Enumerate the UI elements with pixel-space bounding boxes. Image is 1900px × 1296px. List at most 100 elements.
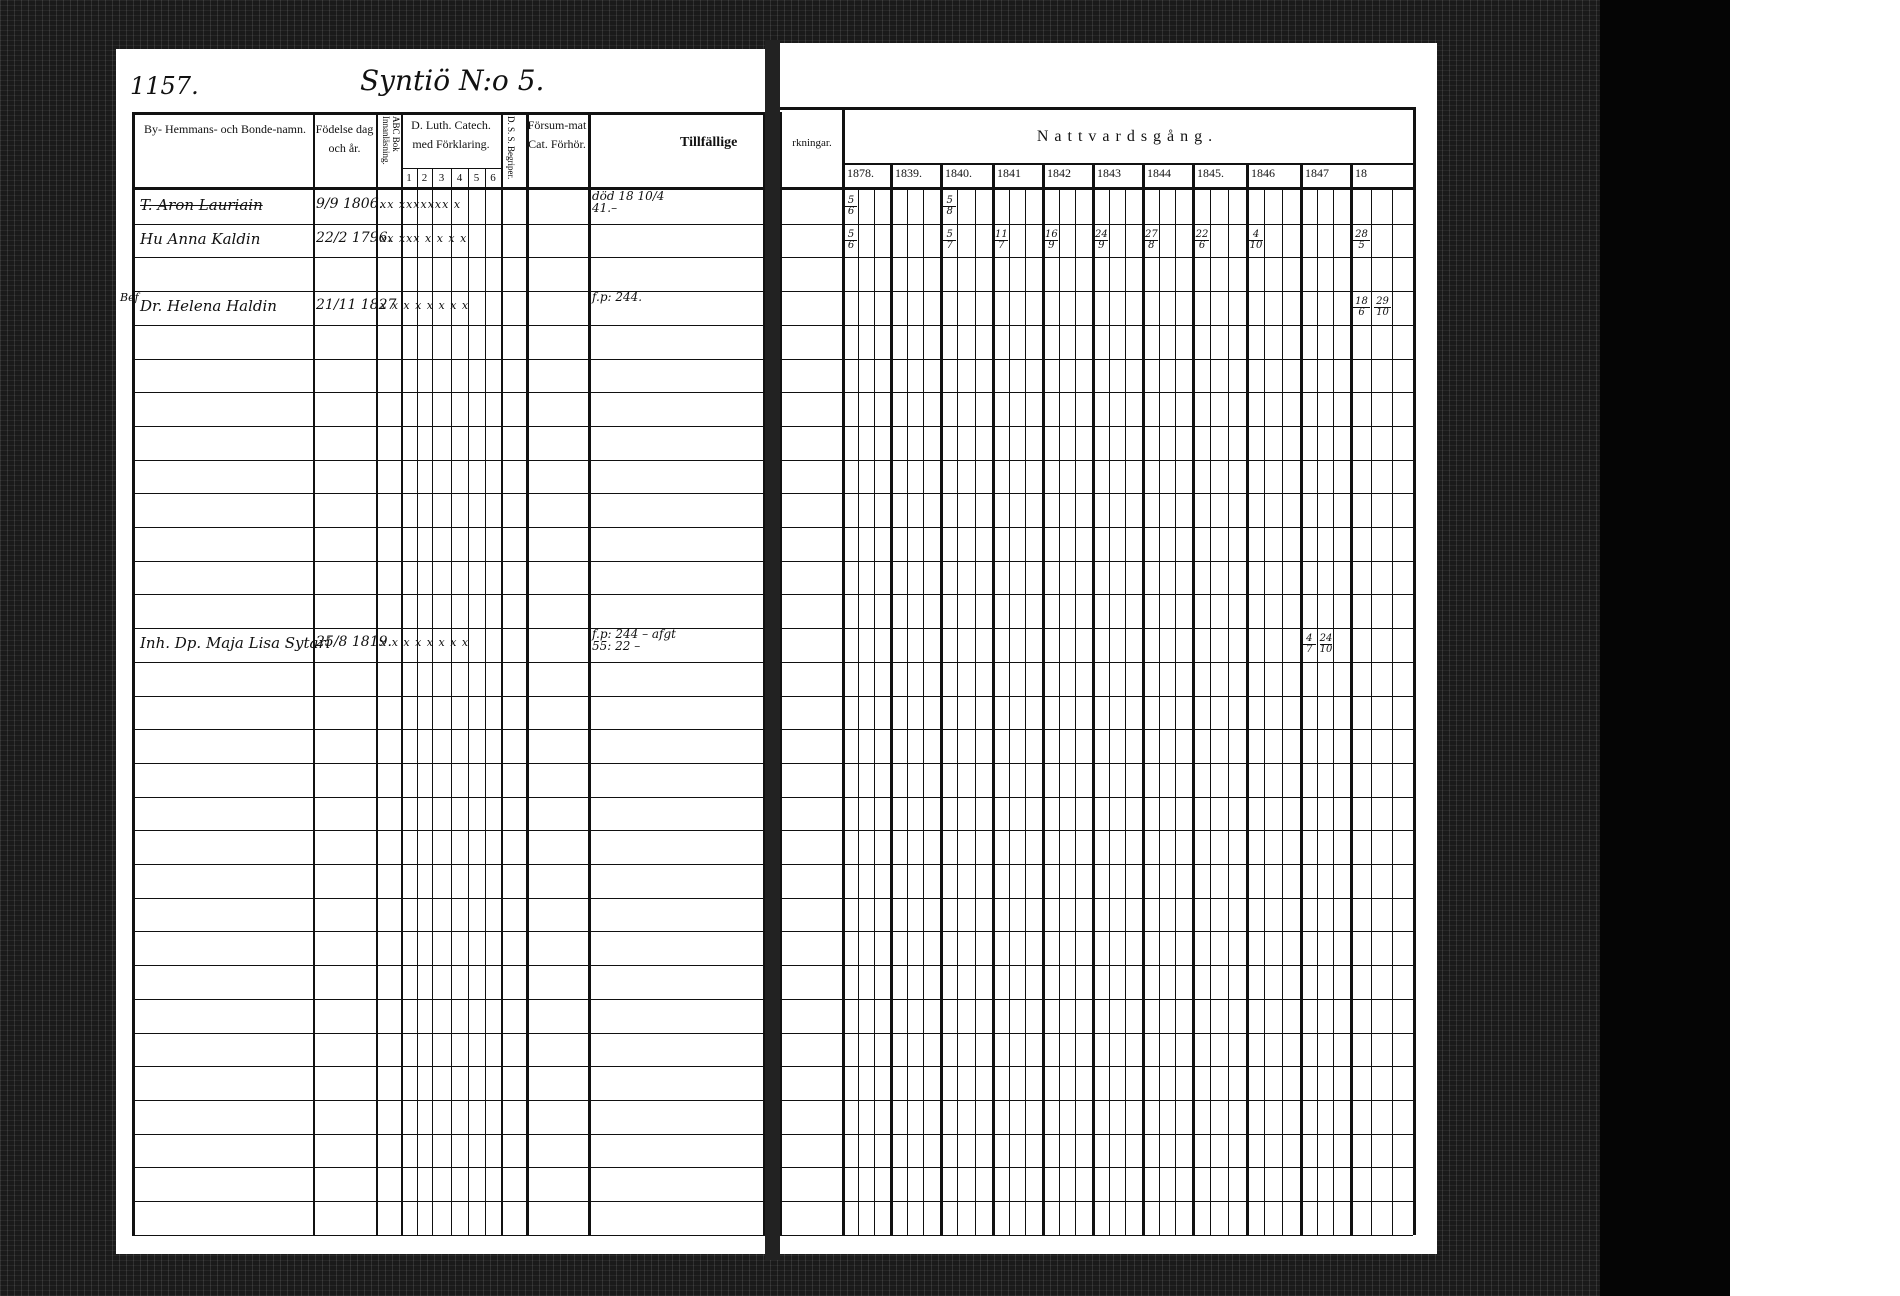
entry-note: död 18 10/4 41.–: [592, 189, 665, 215]
catech-column-number: 2: [421, 172, 428, 184]
year-label: 1847: [1305, 166, 1329, 180]
year-column-rule: [1413, 107, 1416, 1235]
entry-note: f.p: 244.: [592, 290, 643, 305]
year-column-rule: [940, 163, 943, 1235]
communion-day: 29: [1374, 297, 1391, 309]
communion-day: 16: [1045, 228, 1058, 241]
year-column-rule: [1350, 163, 1353, 1235]
communion-date: 22 6: [1195, 229, 1209, 251]
header-nattvard: Nattvardsgång.: [1036, 128, 1219, 145]
row-rule: [132, 1234, 765, 1236]
header-bottom-rule: [780, 187, 1413, 190]
communion-day: 5: [845, 196, 857, 207]
communion-date: 4 10: [1249, 229, 1263, 251]
row-rule: [780, 291, 1413, 293]
year-label: 1845.: [1197, 166, 1224, 180]
communion-month: 6: [847, 239, 855, 251]
communion-month: 6: [1198, 239, 1206, 251]
year-column-rule: [1142, 163, 1145, 1235]
row-rule: [132, 830, 765, 832]
communion-month: 10: [1249, 239, 1263, 251]
sub-column-rule: [957, 190, 959, 1235]
communion-date: 28 5: [1353, 229, 1370, 251]
sub-column-rule: [1392, 190, 1393, 1235]
communion-month: 6: [1358, 307, 1365, 319]
header-abc: ABC Bok Innanläsning.: [381, 116, 401, 165]
column-rule: [485, 168, 486, 1235]
year-label: 1839.: [895, 166, 922, 180]
row-rule: [132, 661, 765, 663]
communion-day: 27: [1145, 228, 1158, 241]
row-rule: [780, 392, 1413, 394]
sub-column-rule: [974, 190, 976, 1235]
book-gutter: [765, 40, 780, 1260]
row-rule: [132, 1133, 765, 1135]
column-rule: [780, 112, 782, 1235]
page-number: 1157.: [130, 72, 199, 100]
entry-birth: 22/2 1796.: [316, 229, 392, 246]
communion-month: 5: [1358, 239, 1365, 251]
year-column-rule: [1300, 163, 1303, 1235]
row-rule: [780, 998, 1413, 1000]
column-rule: [501, 112, 503, 1235]
header-bottom-rule: [132, 187, 765, 190]
row-rule: [780, 695, 1413, 697]
year-label: 1840.: [945, 166, 972, 180]
header-top-rule: [780, 107, 1413, 110]
row-rule: [132, 695, 765, 697]
column-rule: [376, 112, 378, 1235]
row-rule: [132, 729, 765, 731]
sub-column-rule: [906, 190, 908, 1235]
row-rule: [132, 1066, 765, 1068]
column-rule: [132, 112, 135, 1235]
sub-column-rule: [1175, 190, 1177, 1235]
row-rule: [132, 1099, 765, 1101]
year-column-rule: [992, 163, 995, 1235]
sub-column-rule: [1008, 190, 1010, 1235]
scan-dark-edge: [1600, 0, 1730, 1296]
row-rule: [132, 931, 765, 933]
row-rule: [132, 965, 765, 967]
column-rule: [432, 168, 433, 1235]
header-tillfallige: Tillfällige: [680, 135, 738, 150]
sub-column-rule: [1282, 190, 1283, 1235]
row-rule: [780, 1234, 1413, 1236]
year-label: 1878.: [847, 166, 874, 180]
row-rule: [132, 291, 765, 293]
column-rule: [763, 112, 765, 1235]
row-rule: [132, 493, 765, 495]
year-row-rule: [842, 163, 1413, 165]
row-rule: [780, 830, 1413, 832]
row-rule: [132, 560, 765, 562]
row-rule: [780, 560, 1413, 562]
sub-column-rule: [858, 190, 859, 1235]
row-rule: [780, 762, 1413, 764]
entry-marks: x x x x x x x x: [380, 299, 470, 313]
communion-month: 7: [998, 239, 1005, 251]
header-dss: D. S. S. Begriper.: [506, 116, 516, 180]
communion-month: 7: [946, 239, 953, 251]
row-rule: [780, 1201, 1413, 1202]
column-rule: [417, 168, 418, 1235]
sub-column-rule: [874, 190, 875, 1235]
sub-column-rule: [1158, 190, 1160, 1235]
communion-month: 10: [1376, 307, 1389, 319]
year-column-rule: [1042, 163, 1045, 1235]
row-rule: [132, 223, 765, 225]
year-column-rule: [1192, 163, 1195, 1235]
year-label: 1843: [1097, 166, 1121, 180]
column-rule: [451, 168, 452, 1235]
row-rule: [132, 897, 765, 899]
row-rule: [780, 729, 1413, 731]
year-label: 1846: [1251, 166, 1275, 180]
entry-note: f.p: 244 – afgt 55: 22 –: [592, 627, 676, 654]
header-top-rule: [132, 112, 765, 115]
year-column-rule: [842, 107, 845, 1235]
column-rule: [526, 112, 529, 1235]
row-rule: [132, 796, 765, 798]
row-rule: [132, 459, 765, 461]
column-rule: [401, 112, 403, 1235]
